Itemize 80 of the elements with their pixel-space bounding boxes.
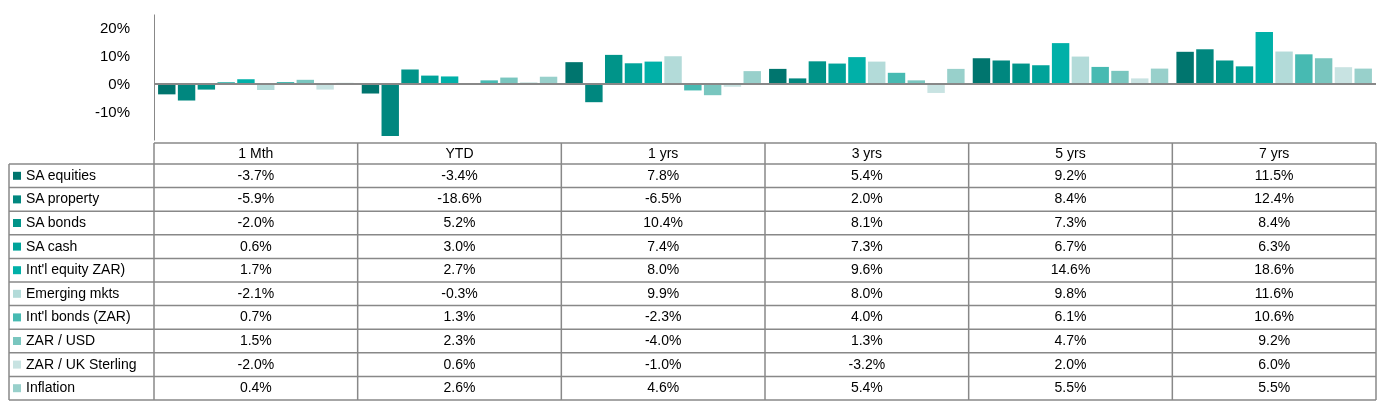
data-label: 10.4% (643, 214, 684, 230)
data-label: 9.9% (647, 284, 680, 301)
legend-label: Inflation (26, 379, 76, 396)
legend-label: Int'l bonds (ZAR) (26, 308, 131, 325)
data-label: 18.6% (1254, 261, 1295, 278)
y-tick-label: -10% (94, 103, 130, 120)
data-label: -18.6% (437, 190, 482, 207)
data-label: 3.0% (443, 237, 476, 254)
data-label: 6.7% (1054, 237, 1087, 254)
data-label: 8.0% (647, 261, 680, 278)
data-label: -2.0% (237, 214, 275, 230)
data-label: -5.9% (237, 190, 275, 207)
data-label: 6.0% (1258, 355, 1291, 372)
data-label: 6.1% (1054, 308, 1087, 325)
data-label: 9.2% (1258, 332, 1291, 348)
data-label: -2.0% (237, 355, 275, 372)
data-label: 7.4% (647, 237, 680, 254)
data-label: 8.4% (1258, 214, 1291, 230)
data-label: 5.5% (1054, 379, 1087, 396)
data-label: -1.0% (644, 355, 682, 372)
data-label: 2.3% (443, 332, 476, 348)
data-label: 9.2% (1054, 166, 1087, 183)
x-tick-label: 3 yrs (851, 144, 883, 161)
data-label: 0.6% (239, 237, 272, 254)
data-label: 12.4% (1254, 190, 1295, 207)
data-label: -0.3% (441, 284, 478, 301)
x-tick-label: 7 yrs (1258, 144, 1290, 161)
data-label: 0.7% (239, 308, 272, 325)
legend-label: SA equities (26, 166, 97, 183)
data-label: 8.1% (850, 214, 883, 230)
legend-label: SA property (26, 190, 100, 207)
data-label: 14.6% (1050, 261, 1091, 278)
data-label: -2.3% (644, 308, 682, 325)
legend-label: ZAR / UK Sterling (26, 355, 137, 372)
data-label: 2.0% (1054, 355, 1087, 372)
legend-label: ZAR / USD (26, 332, 96, 348)
data-label: 0.6% (443, 355, 476, 372)
x-tick-label: YTD (445, 144, 474, 161)
data-label: 7.3% (1054, 214, 1087, 230)
data-label: 4.6% (647, 379, 680, 396)
data-label: -6.5% (644, 190, 682, 207)
data-label: 2.7% (443, 261, 476, 278)
data-label: -3.2% (848, 355, 886, 372)
data-label: -3.4% (441, 166, 478, 183)
data-label: 0.4% (239, 379, 272, 396)
data-label: -4.0% (644, 332, 682, 348)
data-label: 5.5% (1258, 379, 1291, 396)
data-label: 6.3% (1258, 237, 1291, 254)
data-label: 5.4% (850, 166, 883, 183)
data-label: 10.6% (1254, 308, 1295, 325)
data-label: 4.7% (1054, 332, 1087, 348)
data-label: 1.7% (239, 261, 272, 278)
data-label: 1.3% (443, 308, 476, 325)
data-label: 9.6% (850, 261, 883, 278)
data-label: 8.4% (1054, 190, 1087, 207)
x-tick-label: 1 yrs (647, 144, 679, 161)
legend-label: Int'l equity ZAR) (26, 261, 126, 278)
data-label: 2.6% (443, 379, 476, 396)
data-label: -3.7% (237, 166, 275, 183)
data-label: 1.5% (239, 332, 272, 348)
data-label: 11.6% (1254, 284, 1294, 301)
data-label: 2.0% (850, 190, 883, 207)
legend-label: SA cash (26, 237, 78, 254)
data-label: 9.8% (1054, 284, 1087, 301)
y-tick-label: 20% (99, 19, 130, 36)
y-tick-label: 0% (108, 75, 130, 92)
data-label: -2.1% (237, 284, 275, 301)
data-label: 7.8% (647, 166, 680, 183)
data-label: 8.0% (850, 284, 883, 301)
x-tick-label: 1 Mth (238, 144, 274, 161)
data-label: 11.5% (1254, 166, 1294, 183)
data-label: 1.3% (850, 332, 883, 348)
legend-label: Emerging mkts (26, 284, 120, 301)
data-label: 5.4% (850, 379, 883, 396)
data-label: 4.0% (850, 308, 883, 325)
data-label: 7.3% (850, 237, 883, 254)
legend-label: SA bonds (26, 214, 86, 230)
y-tick-label: 10% (99, 47, 130, 64)
x-tick-label: 5 yrs (1055, 144, 1086, 161)
data-label: 5.2% (443, 214, 476, 230)
